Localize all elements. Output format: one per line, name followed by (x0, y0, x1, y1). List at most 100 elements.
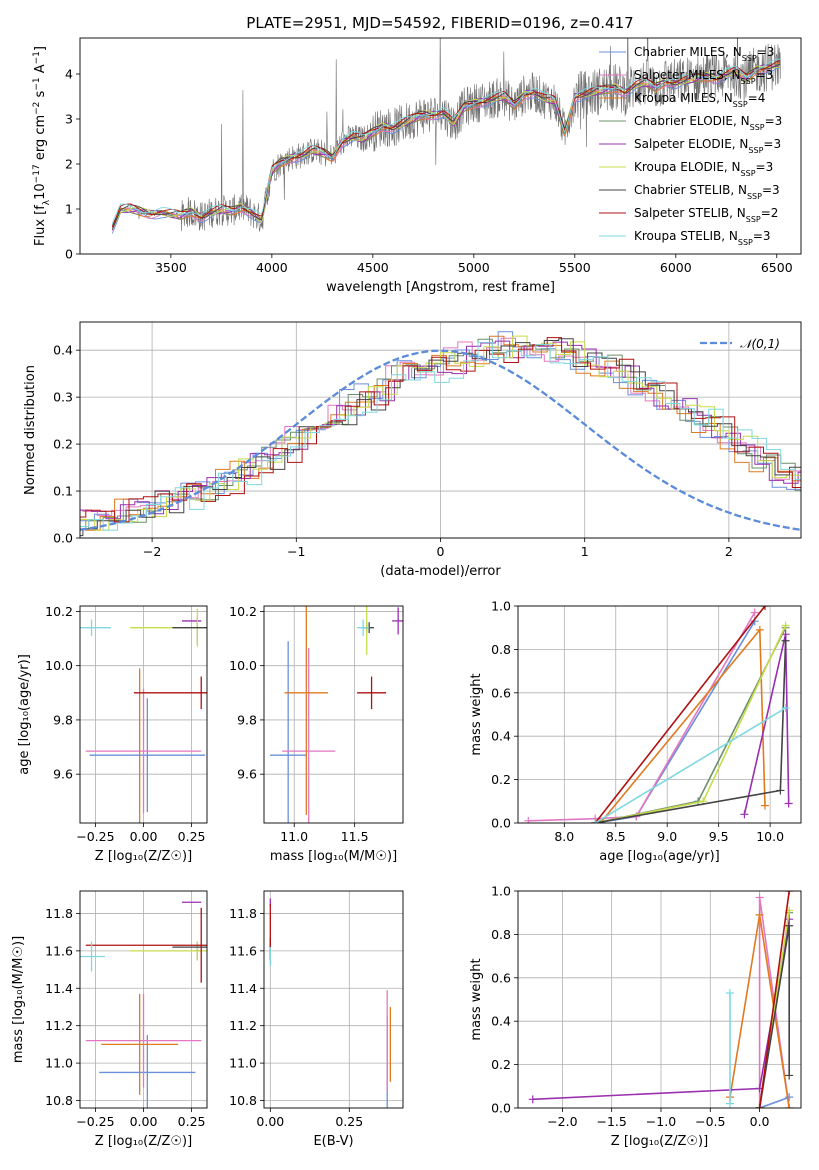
legend-label: Kroupa MILES, NSSP=4 (634, 91, 765, 109)
legend-nssp-value: =3 (753, 229, 771, 243)
panel-mass_vs_Z: −0.25 0.00 0.25 10.8 11.0 11.2 11.4 11.6 11.8 Z [… (11, 890, 208, 1149)
x-tick-label: 4000 (256, 260, 288, 275)
legend-nssp-prefix: , N (724, 160, 741, 174)
x-tick-label: −2 (143, 544, 161, 559)
x-tick-label: 6500 (761, 260, 793, 275)
plot-area (270, 606, 403, 823)
legend-nssp-prefix: , N (730, 183, 747, 197)
legend-nssp-subscript: SSP (750, 123, 765, 132)
ticks: 0.00 0.25 10.8 11.0 11.2 11.4 11.6 11.8 (229, 906, 363, 1129)
y-tick-label: 11.4 (45, 981, 73, 996)
x-tick-label: 0.0 (750, 1114, 770, 1129)
axes-frame (79, 321, 802, 539)
legend-nssp-subscript: SSP (742, 54, 757, 63)
y-tick-label: 0.1 (53, 484, 73, 499)
plot-area (80, 331, 801, 537)
x-tick-label: 0.00 (130, 1114, 158, 1129)
marker-kroupa-miles (755, 625, 764, 634)
y-tick-label: 0.2 (491, 1057, 511, 1072)
y-tick-label: 10.8 (45, 1093, 73, 1108)
x-tick-label: −1.5 (596, 1114, 626, 1129)
legend-series-name: Salpeter MILES (634, 68, 724, 82)
legend-nssp-value: =3 (762, 183, 780, 197)
legend-label: Salpeter ELODIE, NSSP=3 (634, 137, 781, 155)
x-tick-label: −1.0 (646, 1114, 676, 1129)
marker-salpeter-stelib (755, 1104, 764, 1108)
y-tick-label: 0.6 (491, 970, 511, 985)
legend-nssp-value: =2 (761, 206, 779, 220)
plot-area (269, 898, 392, 1108)
panel-mass_vs_EBV: 0.00 0.25 10.8 11.0 11.2 11.4 11.6 11.8 E(B-V) (229, 890, 404, 1149)
legend-series-name: Salpeter STELIB (634, 206, 729, 220)
line-salpeter-miles (528, 612, 756, 822)
y-axis-label: mass [log₁₀(M/M☉)] (11, 936, 26, 1063)
x-tick-label: 3500 (155, 260, 187, 275)
legend-nssp-value: =3 (756, 68, 774, 82)
y-tick-label: 0.6 (491, 685, 511, 700)
y-tick-label: 10.2 (229, 604, 257, 619)
x-tick-label: 1 (581, 544, 589, 559)
y-tick-label: 4 (65, 67, 73, 82)
x-tick-label: 10.0 (756, 829, 784, 844)
x-axis-label: mass [log₁₀(M/M☉)] (270, 849, 397, 864)
legend-label: Salpeter MILES, NSSP=3 (634, 68, 773, 86)
y-tick-label: 11.0 (229, 1056, 257, 1071)
x-tick-label: −2.0 (547, 1114, 577, 1129)
x-tick-label: −1 (287, 544, 305, 559)
grid (264, 606, 403, 823)
legend-nssp-value: =3 (757, 45, 775, 59)
legend-series-name: Chabrier MILES (634, 45, 725, 59)
x-tick-label: 4500 (357, 260, 389, 275)
legend-series-name: Salpeter ELODIE (634, 137, 732, 151)
legend-label: Kroupa ELODIE, NSSP=3 (634, 160, 773, 178)
y-tick-label: 9.8 (53, 712, 73, 727)
marker-salpeter-miles (750, 608, 759, 617)
y-tick-label: 11.4 (229, 981, 257, 996)
x-axis-label: Z [log₁₀(Z/Z☉)] (95, 849, 192, 864)
panel-residuals: −2 −1 0 1 2 0.0 0.1 0.2 0.3 0.4 (data-model)/error… (23, 321, 802, 579)
marker-kroupa-miles (760, 801, 769, 810)
y-axis-label-part: A (33, 64, 48, 77)
legend-label: 𝒩(0,1) (740, 337, 780, 351)
x-tick-label: 11.0 (280, 829, 308, 844)
y-tick-label: 0.4 (53, 343, 73, 358)
x-tick-label: −0.25 (76, 829, 114, 844)
legend-label: Chabrier MILES, NSSP=3 (634, 45, 774, 63)
y-tick-label: 11.8 (229, 906, 257, 921)
y-tick-label: 11.0 (45, 1056, 73, 1071)
x-tick-label: 11.5 (341, 829, 369, 844)
y-tick-label: 0.3 (53, 390, 73, 405)
marker-chabrier-miles (785, 1093, 794, 1102)
marker-chabrier-stelib (776, 786, 785, 795)
legend-label: Chabrier ELODIE, NSSP=3 (634, 114, 782, 132)
legend-nssp-subscript: SSP (748, 146, 763, 155)
x-tick-label: 0.25 (335, 1114, 363, 1129)
y-tick-label: 0.8 (491, 927, 511, 942)
marker-chabrier-stelib (785, 921, 794, 930)
axes-frame (517, 890, 802, 1109)
legend-series-name: Chabrier STELIB (634, 183, 730, 197)
y-tick-label: 1 (65, 202, 73, 217)
panel-massweight_vs_age: 8.0 8.5 9.0 9.5 10.0 0.0 0.2 0.4 0.6 0.8 1.0 age [l… (469, 599, 802, 864)
y-tick-label: 0.0 (491, 816, 511, 831)
y-axis-label: Normed distribution (23, 365, 38, 495)
plot-area (80, 608, 207, 823)
legend-nssp-prefix: , N (729, 206, 746, 220)
y-axis-label-part: λ (42, 199, 52, 205)
y-tick-label: 1.0 (491, 884, 511, 899)
x-tick-label: 2 (725, 544, 733, 559)
marker-chabrier-stelib (781, 636, 790, 645)
legend-nssp-subscript: SSP (747, 192, 762, 201)
x-tick-label: −0.25 (76, 1114, 114, 1129)
marker-salpeter-miles (755, 893, 764, 902)
y-axis-label-part: ] (33, 46, 48, 51)
x-axis-label: age [log₁₀(age/yr)] (599, 849, 720, 864)
x-tick-label: 0.25 (178, 829, 206, 844)
x-tick-label: 0.00 (256, 1114, 284, 1129)
legend-nssp-prefix: , N (721, 229, 738, 243)
legend-nssp-value: =4 (748, 91, 766, 105)
ticks: 3500 4000 4500 5000 5500 6000 6500 0 1 2 3 4 (65, 67, 793, 276)
marker-salpeter-stelib (785, 891, 794, 895)
legend-nssp-subscript: SSP (733, 100, 748, 109)
